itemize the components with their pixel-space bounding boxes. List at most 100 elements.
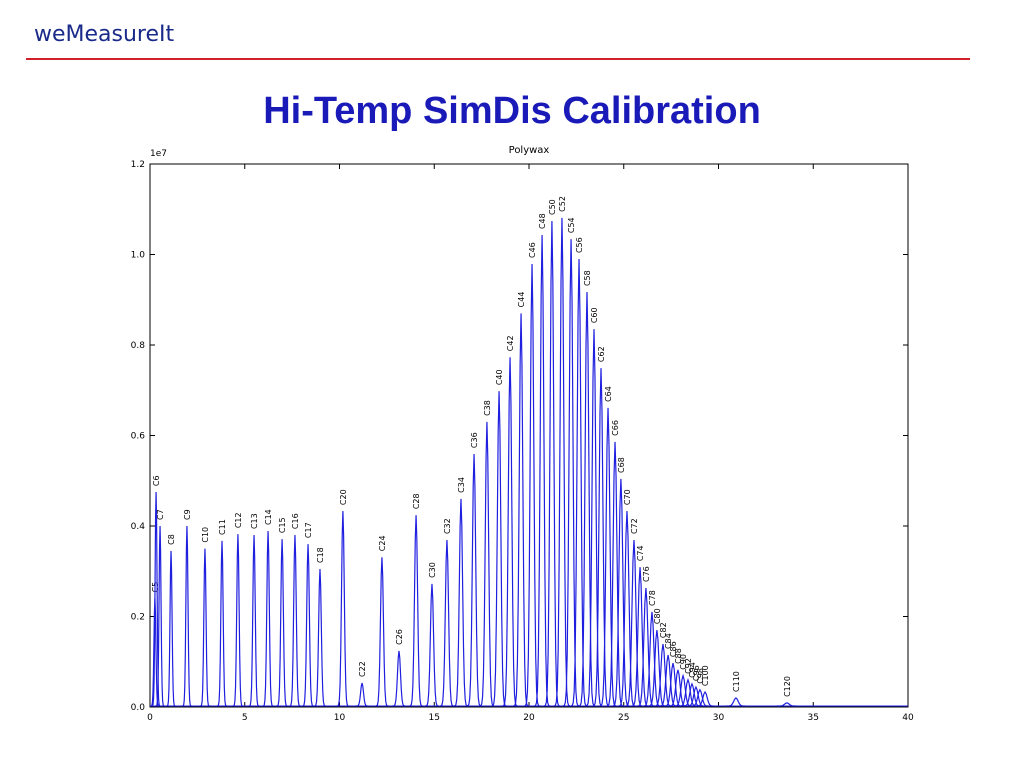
peak-label: C84 [664,633,673,649]
peak-label: C76 [642,566,651,582]
peak [392,650,406,707]
peak [606,441,624,707]
x-tick-label: 15 [429,713,440,723]
peak-label: C10 [201,527,210,543]
peak [248,535,260,707]
peak-label: C96 [692,665,701,681]
peak [543,221,560,707]
peak-label: C50 [548,199,557,215]
peak-label: C22 [358,661,367,677]
peak [375,557,389,707]
peak-label: C7 [156,509,165,520]
peak [668,669,687,707]
peak [409,515,423,707]
peak-label: C13 [250,513,259,529]
peak [199,548,210,707]
peak [647,630,666,707]
peak [777,702,797,707]
peak-label: C11 [218,519,227,535]
peak [182,525,192,707]
y-tick-label: 0.6 [131,432,146,442]
peak-label: C110 [732,671,741,692]
peak-label: C18 [316,547,325,563]
x-tick-label: 5 [242,713,248,723]
peak-label: C46 [528,242,537,258]
peak [592,368,610,707]
x-tick-label: 0 [147,713,153,723]
peak [578,292,596,707]
peak [166,550,176,707]
peak [232,534,243,707]
peak-label: C62 [597,346,606,362]
peak [453,498,468,707]
peak-label: C9 [183,509,192,520]
x-tick-label: 25 [618,713,629,723]
x-tick-label: 35 [808,713,819,723]
peak-label: C74 [636,545,645,561]
peak [513,313,529,707]
peak [491,391,507,707]
peak-label: C66 [611,420,620,436]
peak [612,478,630,707]
peak [618,511,636,707]
peak [562,239,580,707]
peak-label: C36 [470,432,479,448]
peak-label: C78 [648,590,657,606]
peak-label: C40 [495,369,504,385]
peak-label: C54 [567,217,576,233]
peak [479,421,495,707]
peak [625,539,643,707]
y-offset-label: 1e7 [150,149,167,159]
peak-label: C44 [517,292,526,308]
peak-label: C82 [659,622,668,638]
peak-label: C58 [583,270,592,286]
peak-label: C12 [234,512,243,528]
peak [424,583,439,707]
peak [336,511,349,707]
peak-label: C20 [339,489,348,505]
peak [355,682,368,707]
peak [553,217,570,707]
peak-label: C15 [278,517,287,533]
peak-label: C80 [653,608,662,624]
peak-label: C52 [558,196,567,212]
peak [642,611,661,707]
peak [663,662,682,707]
peak [524,263,540,707]
y-tick-label: 0.0 [131,703,146,713]
peak-label: C72 [630,518,639,534]
peak [570,259,588,707]
peak-label: C24 [378,535,387,551]
peak-label: C38 [483,400,492,416]
y-tick-label: 0.8 [131,341,146,351]
peak [466,454,482,707]
peak-label: C86 [669,641,678,657]
peak-label: C56 [575,237,584,253]
y-tick-label: 0.4 [131,522,146,532]
peak-label: C100 [701,665,710,686]
peak [534,235,550,707]
chart-title: Polywax [509,145,550,156]
peak [302,544,314,707]
peak-label: C60 [590,307,599,323]
peak-label: C8 [167,534,176,545]
peak-label: C98 [696,668,705,684]
peak-label: C17 [304,522,313,538]
peak-label: C16 [291,513,300,529]
x-tick-label: 40 [902,713,914,723]
peak [695,690,714,707]
peak [726,697,746,707]
peak [690,688,709,707]
peak-label: C48 [538,213,547,229]
peak-label: C70 [623,489,632,505]
peak-label: C30 [428,562,437,578]
peak [313,568,326,707]
peak-label: C92 [684,658,693,674]
peak [155,525,165,707]
peak-label: C14 [264,509,273,525]
peak [439,540,454,707]
peak [289,535,301,707]
peak [599,407,617,707]
